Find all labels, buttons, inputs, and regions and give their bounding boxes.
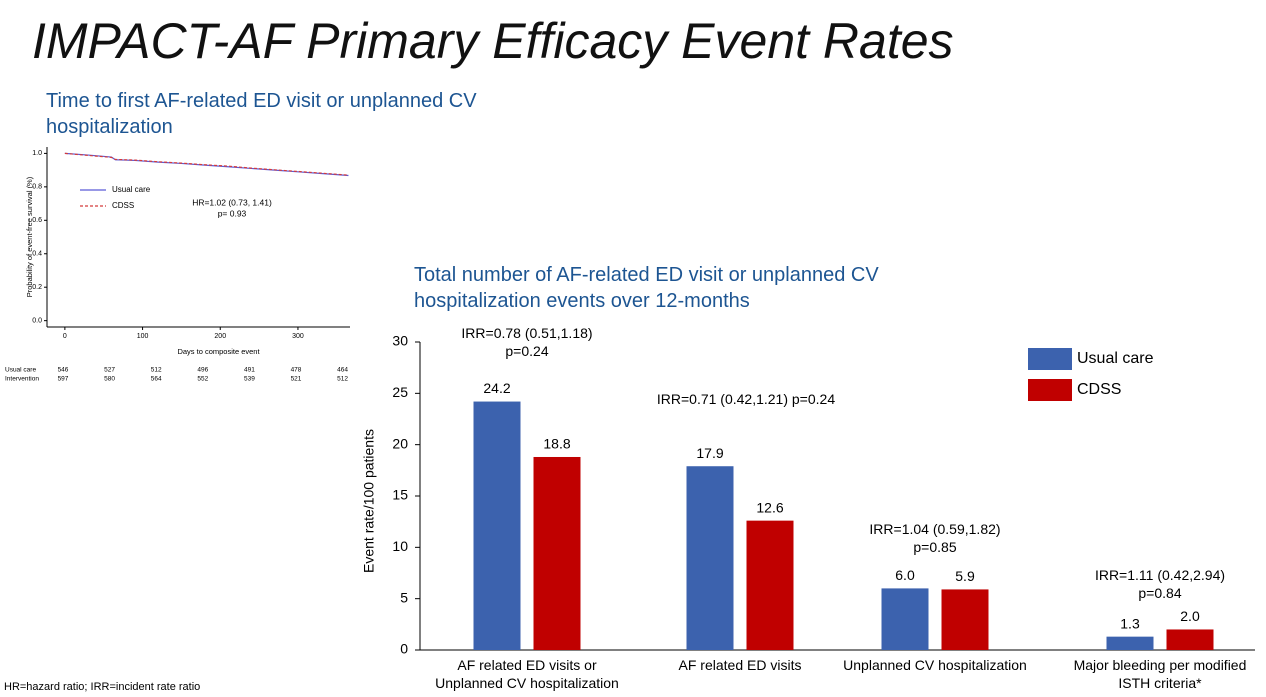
risk-value: 496 (197, 367, 208, 374)
risk-value: 512 (337, 376, 348, 383)
bar (686, 466, 734, 650)
value-label: 17.9 (696, 445, 723, 461)
legend-label: Usual care (112, 185, 151, 194)
bar (881, 588, 929, 650)
annotation: HR=1.02 (0.73, 1.41) (192, 197, 272, 207)
risk-value: 527 (104, 367, 115, 374)
value-label: 12.6 (756, 499, 783, 515)
y-tick-label: 0.6 (32, 217, 42, 224)
y-tick-label: 30 (392, 333, 408, 349)
x-tick-label: AF related ED visits or Unplanned CV hos… (435, 657, 619, 691)
x-tick-label: Unplanned CV hospitalization (843, 657, 1027, 673)
annotation: IRR=0.71 (0.42,1.21) p=0.24 (657, 391, 835, 407)
bar (473, 401, 521, 650)
annotation: p=0.85 (913, 539, 956, 555)
footnote: HR=hazard ratio; IRR=incident rate ratio (4, 681, 201, 693)
legend-label: Usual care (1077, 350, 1154, 367)
legend-label: CDSS (112, 201, 134, 210)
y-tick-label: 20 (392, 435, 408, 451)
risk-row-label: Intervention (5, 376, 39, 383)
x-tick-label: AF related ED visits (678, 657, 802, 673)
annotation: p=0.24 (505, 343, 548, 359)
bar (941, 589, 989, 650)
y-tick-label: 1.0 (32, 150, 42, 157)
y-tick-label: 0.2 (32, 284, 42, 291)
y-tick-label: 0.0 (32, 317, 42, 324)
value-label: 1.3 (1120, 615, 1140, 631)
risk-value: 552 (197, 376, 208, 383)
y-tick-label: 0.8 (32, 184, 42, 191)
y-axis-label: Event rate/100 patients (361, 429, 377, 573)
x-tick-label: 0 (63, 333, 67, 340)
legend-swatch (1028, 348, 1072, 370)
x-tick-label: 200 (214, 333, 226, 340)
y-tick-label: 5 (400, 589, 408, 605)
risk-value: 597 (58, 376, 69, 383)
annotation: IRR=0.78 (0.51,1.18) (461, 325, 592, 341)
km-curve (64, 152, 349, 176)
value-label: 6.0 (895, 567, 915, 583)
y-tick-label: 0.4 (32, 251, 42, 258)
value-label: 24.2 (483, 380, 510, 396)
bar (533, 456, 581, 650)
risk-value: 478 (291, 367, 302, 374)
y-axis-label: Probability of event-free survival (%) (25, 176, 34, 297)
y-tick-label: 10 (392, 538, 408, 554)
risk-value: 491 (244, 367, 255, 374)
x-tick-label: 300 (292, 333, 304, 340)
value-label: 2.0 (1180, 608, 1200, 624)
x-axis-label: Days to composite event (177, 347, 260, 356)
bar (1106, 636, 1154, 650)
bar (746, 520, 794, 650)
value-label: 5.9 (955, 568, 975, 584)
y-tick-label: 0 (400, 641, 408, 657)
annotation: p=0.84 (1138, 585, 1181, 601)
chart-title: Total number of AF-related ED visit or u… (414, 264, 879, 312)
annotation: p= 0.93 (218, 208, 247, 218)
legend-swatch (1028, 379, 1072, 401)
slide-title: IMPACT-AF Primary Efficacy Event Rates (32, 13, 954, 69)
x-tick-label: 100 (137, 333, 149, 340)
y-tick-label: 25 (392, 384, 408, 400)
risk-value: 580 (104, 376, 115, 383)
risk-value: 512 (151, 367, 162, 374)
value-label: 18.8 (543, 436, 570, 452)
annotation: IRR=1.04 (0.59,1.82) (869, 521, 1000, 537)
bar (1166, 629, 1214, 650)
legend-label: CDSS (1077, 381, 1121, 398)
risk-row-label: Usual care (5, 367, 36, 374)
risk-value: 539 (244, 376, 255, 383)
risk-value: 521 (291, 376, 302, 383)
risk-value: 564 (151, 376, 162, 383)
risk-value: 546 (58, 367, 69, 374)
chart-title: Time to first AF-related ED visit or unp… (46, 90, 477, 138)
risk-value: 464 (337, 367, 348, 374)
annotation: IRR=1.11 (0.42,2.94) (1095, 567, 1225, 583)
x-tick-label: Major bleeding per modified ISTH criteri… (1073, 657, 1247, 691)
y-tick-label: 15 (392, 487, 408, 503)
